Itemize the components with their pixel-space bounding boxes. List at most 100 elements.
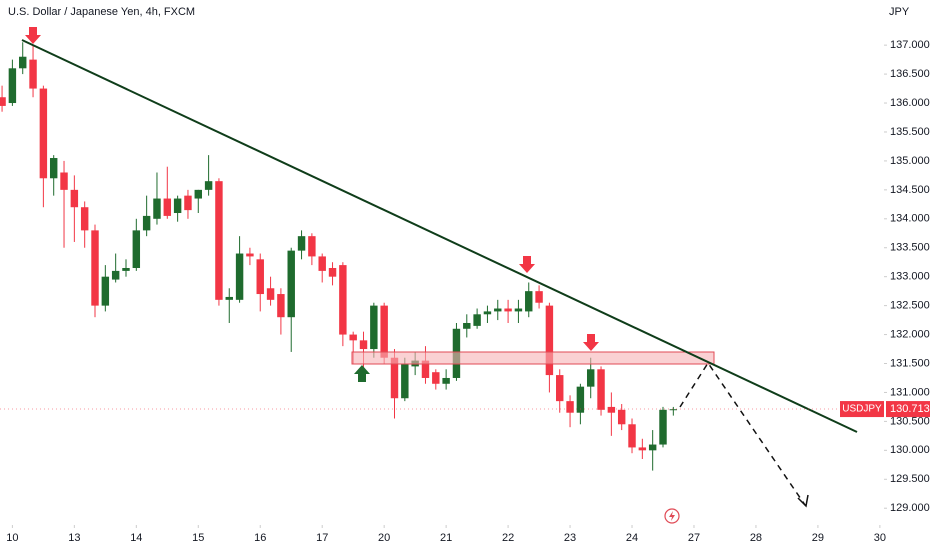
x-tick-label: 21	[440, 532, 452, 544]
y-tick-label: 130.000	[890, 444, 930, 456]
y-tick-label: 136.500	[890, 68, 930, 80]
down-arrow	[519, 256, 535, 273]
x-tick-label: 27	[688, 532, 700, 544]
down-arrow	[25, 27, 41, 44]
y-tick-label: 129.000	[890, 502, 930, 514]
candle-body	[29, 59, 37, 89]
candle-body	[535, 291, 543, 303]
candle-body	[421, 360, 430, 378]
y-tick-label: 135.500	[890, 126, 930, 138]
candle-body	[287, 250, 295, 318]
candle-body	[215, 181, 223, 300]
candle-body	[163, 198, 172, 216]
x-tick-label: 28	[750, 532, 762, 544]
y-tick-label: 135.000	[890, 155, 930, 167]
x-tick-label: 14	[130, 532, 142, 544]
x-tick-label: 23	[564, 532, 576, 544]
candle-body	[60, 172, 68, 190]
candle-body	[256, 259, 264, 295]
candle-body	[349, 334, 357, 341]
candle-body	[556, 375, 564, 402]
currency-label: JPY	[889, 6, 910, 18]
candle-body	[432, 372, 440, 384]
symbol-tag	[840, 401, 884, 418]
projection-arrowhead	[797, 494, 809, 508]
candle-body	[504, 308, 512, 312]
candle-body	[49, 158, 58, 179]
x-tick-label: 30	[874, 532, 886, 544]
y-tick-label: 131.000	[890, 386, 930, 398]
candle-body	[204, 181, 213, 190]
candle-body	[463, 322, 471, 329]
x-tick-label: 29	[812, 532, 824, 544]
y-tick-label: 134.000	[890, 213, 930, 225]
candle-body	[494, 308, 502, 312]
candle-body	[101, 276, 110, 306]
candle-body	[184, 195, 192, 211]
candle-body	[318, 256, 326, 271]
price-tag	[886, 401, 930, 418]
candle-body	[659, 409, 667, 445]
trend-line	[21, 39, 858, 433]
x-tick-label: 16	[254, 532, 266, 544]
candle-body	[514, 308, 523, 312]
y-tick-label: 133.500	[890, 242, 930, 254]
y-tick-label: 131.500	[890, 357, 930, 369]
y-tick-label: 137.000	[890, 39, 930, 51]
candle-body	[607, 406, 616, 413]
candle-body	[235, 253, 244, 300]
x-tick-label: 10	[6, 532, 18, 544]
resistance-zone	[351, 351, 715, 365]
x-tick-label: 15	[192, 532, 204, 544]
candle-body	[153, 198, 161, 219]
candle-body	[39, 88, 48, 179]
candle-body	[380, 305, 388, 358]
candle-body	[370, 305, 378, 350]
candle-body	[483, 311, 492, 315]
x-tick-label: 24	[626, 532, 638, 544]
event-icon	[664, 508, 680, 524]
candle-body	[277, 294, 285, 318]
candle-body	[0, 97, 6, 106]
candle-body	[328, 267, 337, 277]
x-tick-label: 22	[502, 532, 514, 544]
candle-body	[638, 447, 647, 451]
candle-body	[473, 314, 481, 326]
candle-body	[111, 270, 120, 280]
candle-body	[648, 444, 657, 451]
candle-body	[142, 215, 151, 231]
candle-body	[586, 369, 595, 387]
candle-body	[246, 253, 254, 257]
candle-body	[628, 424, 636, 448]
candle-body	[597, 369, 605, 410]
candle-body	[617, 409, 626, 425]
candle-body	[308, 236, 316, 257]
y-tick-label: 136.000	[890, 97, 930, 109]
projection-path	[679, 361, 806, 506]
down-arrows	[25, 27, 599, 351]
candle-body	[297, 236, 306, 251]
candle-body	[194, 189, 202, 199]
price-tag-label: 130.713	[890, 403, 930, 415]
candle-body	[545, 305, 554, 376]
y-tick-label: 129.500	[890, 473, 930, 485]
up-arrow	[354, 365, 370, 382]
candle-body	[132, 230, 141, 268]
candle-body	[122, 267, 130, 271]
candle-body	[566, 401, 574, 413]
candle-body	[173, 198, 182, 214]
candle-body	[91, 230, 99, 306]
x-tick-label: 20	[378, 532, 390, 544]
chart-title: U.S. Dollar / Japanese Yen, 4h, FXCM	[8, 6, 195, 18]
y-tick-label: 134.500	[890, 184, 930, 196]
candle-body	[669, 409, 678, 411]
candle-body	[19, 56, 27, 69]
candle-body	[8, 68, 17, 104]
candle-body	[576, 386, 585, 413]
y-tick-label: 130.500	[890, 415, 930, 427]
candle-body	[359, 340, 368, 350]
candle-body	[339, 265, 347, 335]
y-tick-label: 132.500	[890, 300, 930, 312]
